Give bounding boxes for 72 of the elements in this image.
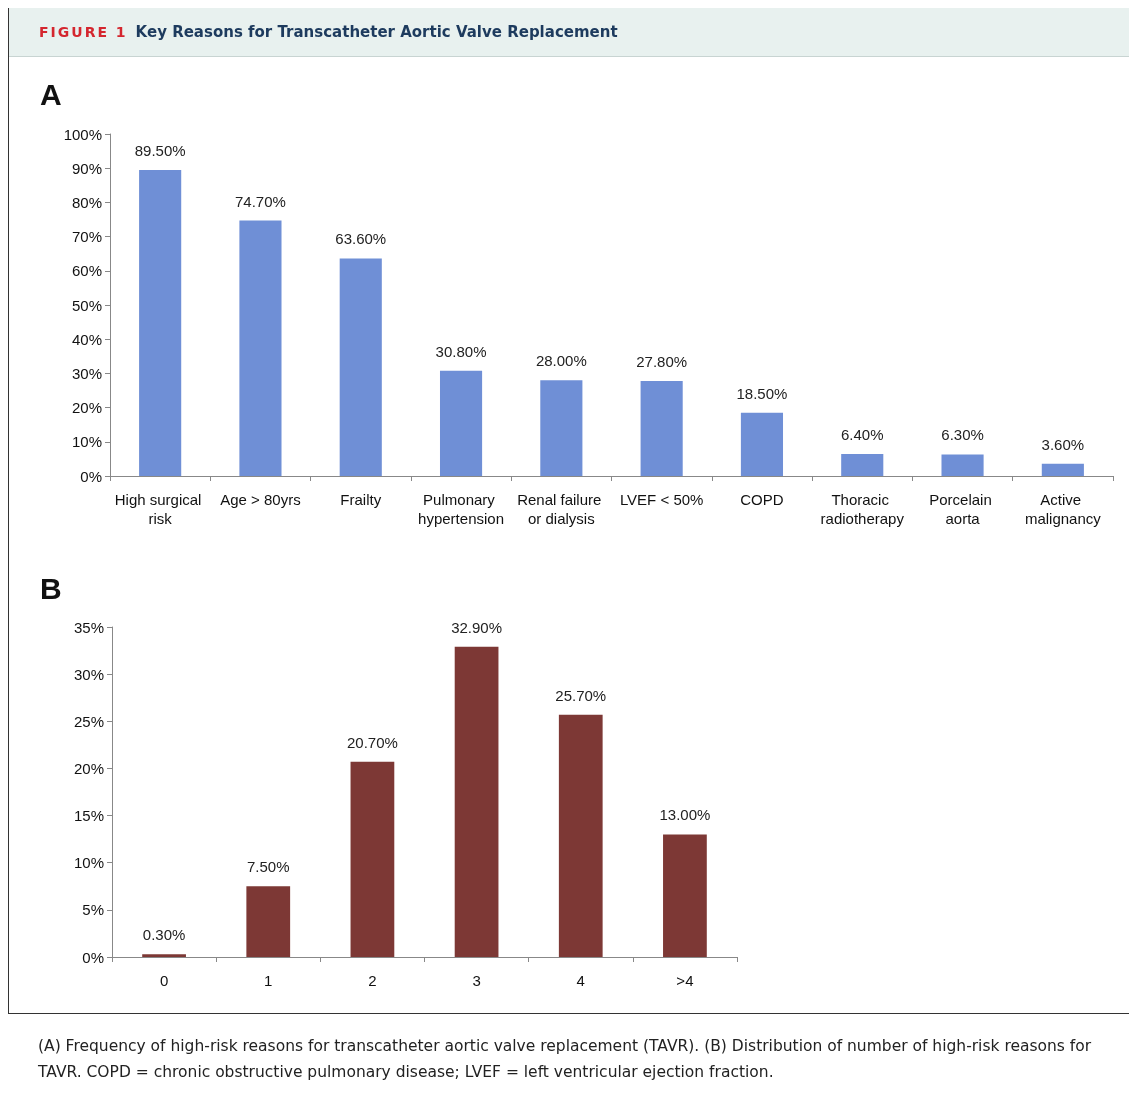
bar — [558, 714, 603, 957]
bar — [941, 454, 984, 476]
bar — [339, 258, 382, 476]
y-tick-label: 30% — [73, 665, 104, 683]
data-label: 63.60% — [335, 230, 387, 248]
data-label: 32.90% — [451, 618, 503, 636]
x-tick-label: 2 — [368, 972, 377, 989]
y-tick-label: 50% — [71, 296, 102, 314]
data-label: 20.70% — [346, 733, 398, 751]
bar — [454, 646, 499, 957]
bar — [740, 412, 784, 476]
text: (A) Frequency of high-risk reasons for transcatheter aortic valve replacement (TAVR). (B) Distribution of number of high-risk reasons for TAVR. COPD = chronic obstructive pulmonary disease; LVEF = left ventricular ejection fraction. — [38, 1036, 1093, 1083]
x-tick-label: 0 — [159, 972, 169, 989]
data-label: 0.30% — [142, 926, 186, 944]
bar — [663, 834, 707, 957]
text: Key Reasons for Transcatheter Aortic Valve Replacement — [135, 23, 618, 41]
bar — [139, 169, 182, 476]
y-tick-label: 100% — [63, 125, 102, 143]
x-tick-label: Thoracic radiotherapy — [820, 491, 905, 527]
bar — [246, 886, 291, 957]
x-tick-label: Renal failure or dialysis — [517, 491, 606, 527]
y-tick-label: 60% — [71, 262, 102, 280]
data-label: 13.00% — [659, 806, 711, 824]
y-tick-label: 10% — [71, 433, 102, 451]
x-tick-label: Porcelain aorta — [929, 491, 996, 527]
x-tick-label: Frailty — [340, 491, 382, 508]
x-tick-label: Pulmonary hypertension — [418, 491, 504, 527]
data-label: 6.40% — [840, 426, 884, 444]
data-label: 7.50% — [246, 858, 290, 876]
y-tick-label: 40% — [71, 330, 102, 348]
data-label: 30.80% — [435, 342, 487, 360]
y-tick-label: 30% — [71, 364, 102, 382]
data-label: 25.70% — [555, 686, 607, 704]
y-tick-label: 35% — [73, 618, 104, 636]
y-tick-label: 5% — [82, 901, 104, 919]
y-tick-label: 20% — [71, 399, 102, 417]
caption: FIGURE 1 — [39, 24, 128, 40]
y-tick-label: 25% — [73, 712, 104, 730]
y-tick-label: 80% — [71, 193, 102, 211]
bar — [841, 454, 884, 476]
y-tick-label: 70% — [71, 228, 102, 246]
chart-title: A — [40, 77, 62, 111]
data-label: 6.30% — [941, 426, 984, 444]
bar — [540, 380, 583, 476]
data-label: 28.00% — [535, 352, 587, 370]
y-tick-label: 0% — [82, 948, 104, 966]
data-label: 27.80% — [636, 352, 688, 370]
x-tick-label: >4 — [676, 972, 694, 989]
data-label: 18.50% — [736, 384, 788, 402]
x-tick-label: COPD — [740, 491, 784, 508]
y-tick-label: 90% — [71, 159, 102, 177]
bar — [142, 954, 186, 957]
y-tick-label: 15% — [73, 807, 104, 825]
x-tick-label: LVEF < 50% — [619, 491, 704, 508]
y-tick-label: 10% — [73, 854, 104, 872]
data-label: 3.60% — [1041, 435, 1085, 453]
bar — [439, 370, 483, 476]
x-tick-label: High surgical risk — [114, 491, 206, 527]
y-tick-label: 0% — [80, 467, 102, 485]
data-label: 89.50% — [134, 141, 186, 159]
bar — [640, 380, 683, 476]
bar — [239, 220, 282, 476]
x-tick-label: 1 — [264, 972, 273, 989]
bar — [350, 761, 395, 957]
x-tick-label: Age > 80yrs — [220, 491, 301, 508]
chart-title: B — [40, 571, 62, 605]
data-label: 74.70% — [235, 192, 286, 210]
x-tick-label: 4 — [576, 972, 585, 989]
x-tick-label: Active malignancy — [1024, 491, 1102, 527]
bar — [1041, 463, 1084, 476]
x-tick-label: 3 — [472, 972, 481, 989]
y-tick-label: 20% — [73, 759, 104, 777]
